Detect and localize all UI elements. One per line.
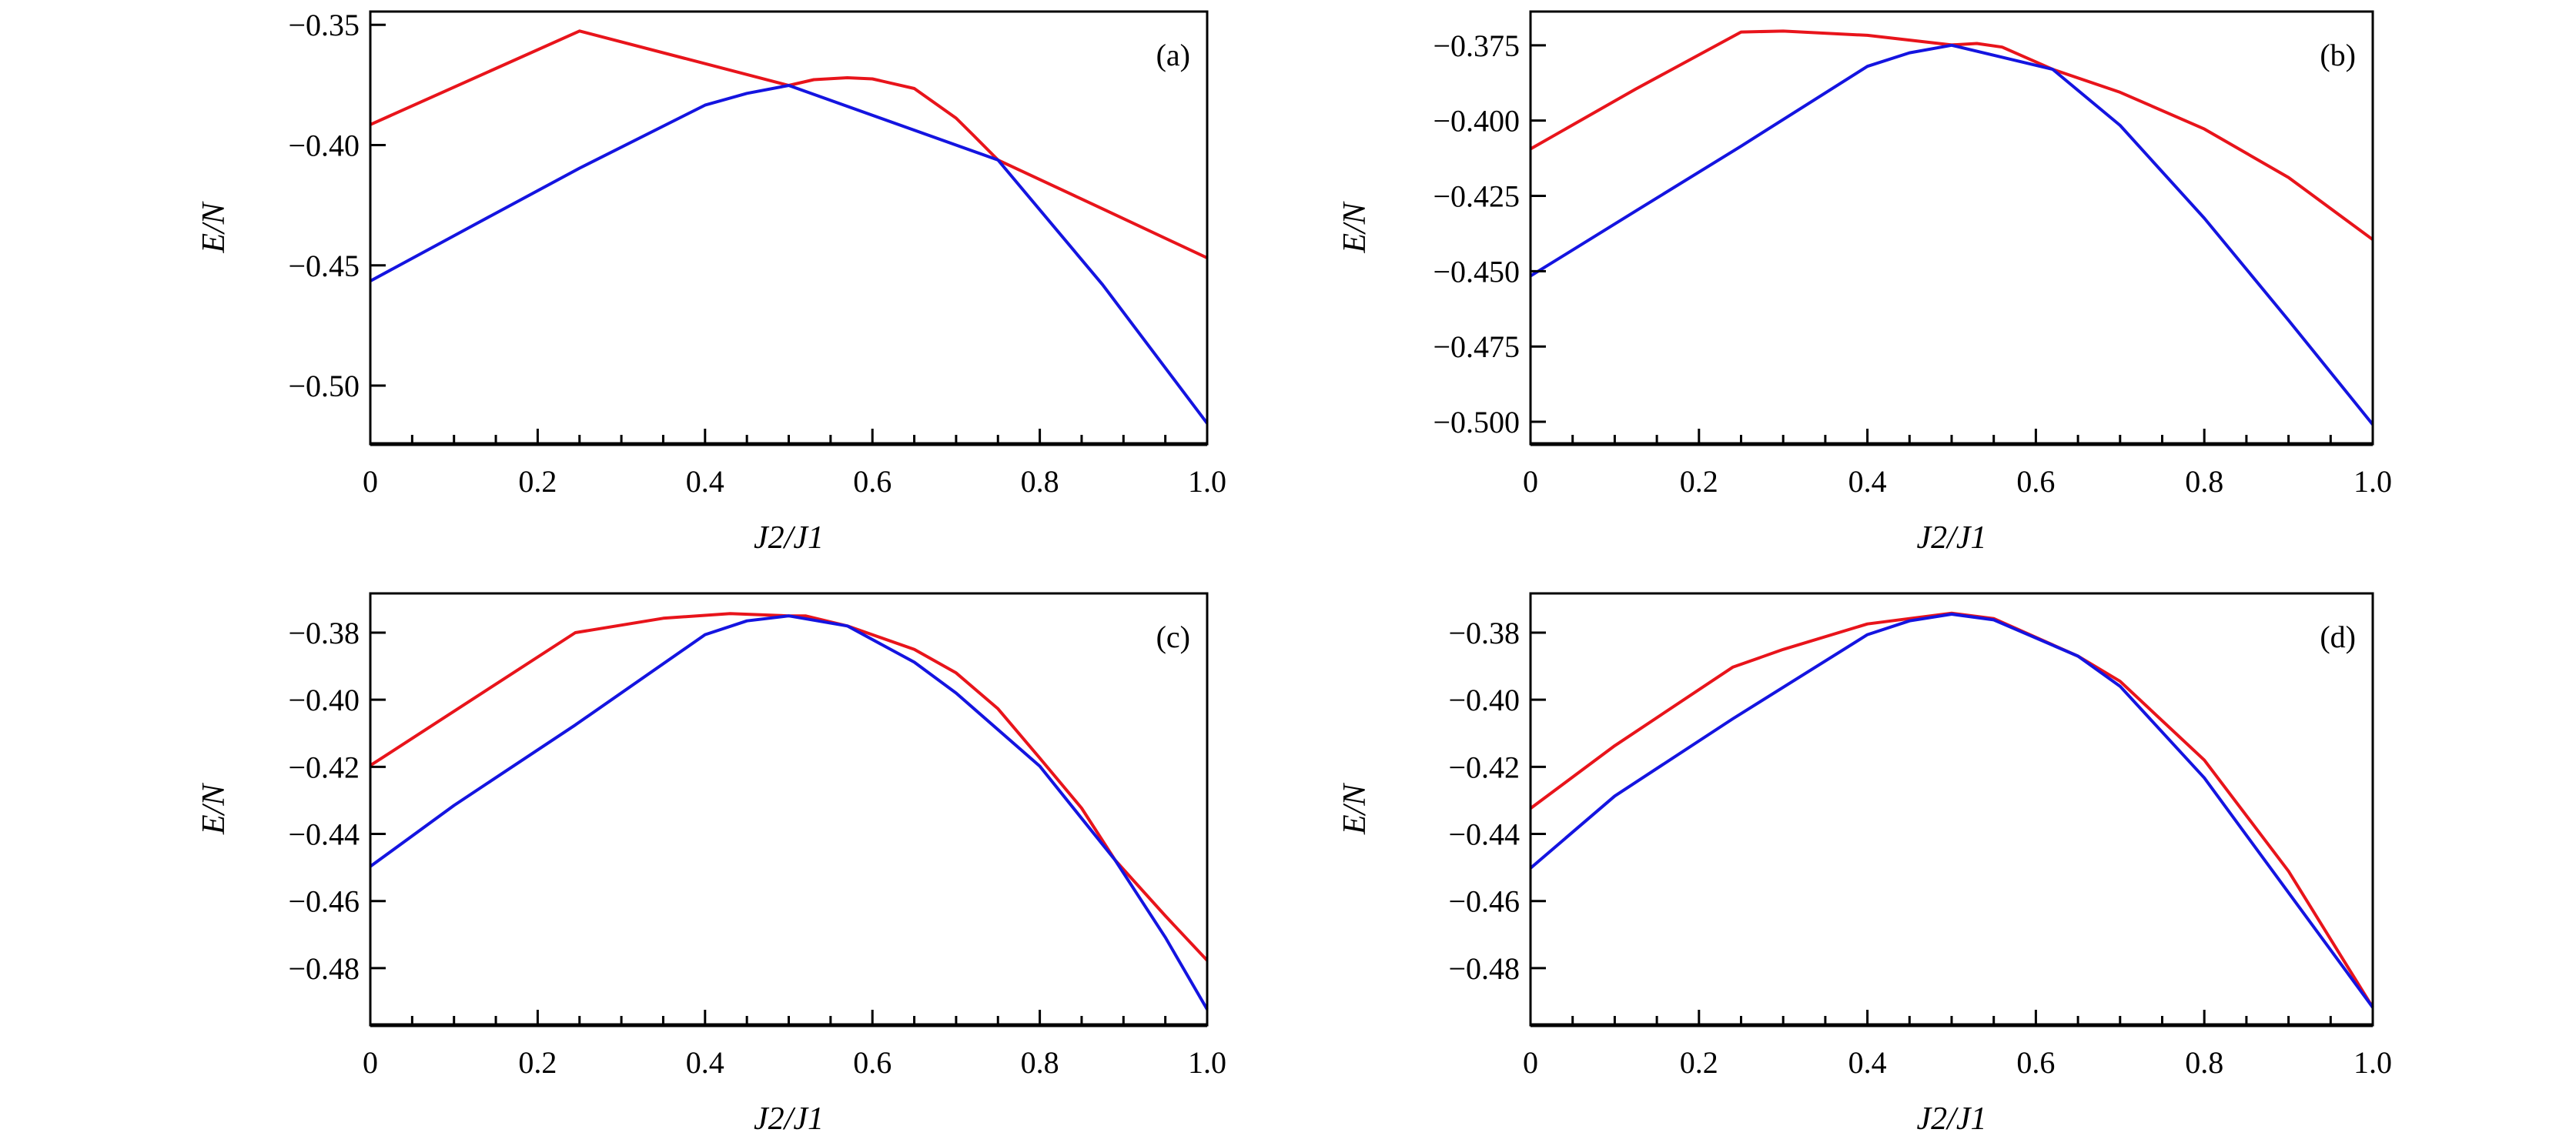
y-tick-label: −0.46 (288, 884, 360, 919)
y-tick-label: −0.500 (1433, 405, 1520, 439)
x-tick-label: 0.6 (853, 1045, 892, 1080)
y-tick-label: −0.42 (1448, 750, 1520, 784)
y-tick-label: −0.44 (1448, 817, 1520, 852)
x-tick-label: 0.6 (853, 464, 892, 499)
x-tick-label: 0.4 (686, 464, 724, 499)
x-axis-label: J2/J1 (754, 1101, 824, 1136)
x-tick-label: 0.8 (2185, 1045, 2223, 1080)
panel-label: (c) (1156, 620, 1190, 654)
panel-d: 0 0.2 0.4 0.6 0.8 1.0 −0.38 −0.40 −0.42 −0.44 −0.4… (1337, 592, 2392, 1080)
x-tick-label: 0.4 (686, 1045, 724, 1080)
x-tick-label: 0 (363, 1045, 378, 1080)
series-red-line (369, 612, 1209, 962)
y-axis-label: E/N (1337, 783, 1373, 835)
panel-label: (a) (1156, 38, 1190, 72)
series-blue-line (1529, 613, 2374, 1009)
panel-c: 0 0.2 0.4 0.6 0.8 1.0 −0.38 −0.40 −0.42 −0.44 −0.4… (196, 592, 1226, 1080)
x-tick-label: 0 (1523, 464, 1538, 499)
y-axis-label: E/N (196, 201, 232, 253)
x-tick-label: 0.4 (1848, 464, 1887, 499)
x-tick-label: 1.0 (1188, 464, 1226, 499)
panel-a: 0 0.2 0.4 0.6 0.8 1.0 −0.35 −0.40 −0.45 −0.50 (a) E… (196, 8, 1226, 499)
y-tick-label: −0.450 (1433, 254, 1520, 289)
x-tick-label: 0.8 (1021, 464, 1059, 499)
y-tick-label: −0.38 (1448, 616, 1520, 650)
series-red-line (1529, 611, 2374, 1008)
y-tick-label: −0.48 (288, 951, 360, 986)
y-tick-label: −0.35 (288, 8, 360, 42)
x-tick-label: 0.2 (1680, 464, 1718, 499)
x-tick-label: 0.4 (1848, 1045, 1887, 1080)
y-tick-label: −0.425 (1433, 179, 1520, 214)
x-axis-label: J2/J1 (754, 520, 824, 556)
y-tick-label: −0.45 (288, 249, 360, 283)
y-tick-label: −0.40 (1448, 683, 1520, 717)
plot-frame (1529, 592, 2374, 1027)
x-tick-label: 0.2 (518, 1045, 557, 1080)
series-red-line (370, 29, 1208, 259)
x-tick-label: 0.6 (2016, 464, 2055, 499)
y-tick-label: −0.48 (1448, 951, 1520, 986)
x-tick-label: 0.6 (2016, 1045, 2055, 1080)
y-axis-label: E/N (1337, 201, 1373, 253)
x-tick-label: 0.8 (1021, 1045, 1059, 1080)
panel-label: (b) (2320, 38, 2356, 72)
panel-b: 0 0.2 0.4 0.6 0.8 1.0 −0.375 −0.400 −0.425 −0.450… (1337, 10, 2392, 499)
y-tick-label: −0.475 (1433, 329, 1520, 364)
x-tick-label: 0.2 (1680, 1045, 1718, 1080)
plot-frame (369, 10, 1209, 446)
x-tick-label: 0.8 (2185, 464, 2223, 499)
x-axis-label: J2/J1 (1917, 520, 1987, 556)
x-axis-label: J2/J1 (1917, 1101, 1987, 1136)
y-tick-label: −0.46 (1448, 884, 1520, 919)
y-axis-label: E/N (196, 783, 232, 835)
y-tick-label: −0.42 (288, 750, 360, 784)
x-tick-label: 1.0 (1188, 1045, 1226, 1080)
x-tick-label: 0 (363, 464, 378, 499)
series-blue-line (370, 84, 1209, 425)
y-tick-label: −0.40 (288, 683, 360, 717)
x-tick-label: 0.2 (518, 464, 557, 499)
panel-label: (d) (2320, 620, 2356, 654)
y-tick-label: −0.50 (288, 369, 360, 403)
series-red-line (1530, 29, 2374, 241)
x-tick-label: 0 (1523, 1045, 1538, 1080)
series-blue-line (1529, 43, 2374, 426)
series-blue-line (369, 614, 1209, 1011)
y-tick-label: −0.400 (1433, 104, 1520, 139)
x-tick-label: 1.0 (2354, 1045, 2392, 1080)
x-tick-label: 1.0 (2354, 464, 2392, 499)
y-tick-label: −0.44 (288, 817, 360, 852)
y-tick-label: −0.38 (288, 616, 360, 650)
y-tick-label: −0.40 (288, 128, 360, 162)
y-tick-label: −0.375 (1433, 28, 1520, 63)
